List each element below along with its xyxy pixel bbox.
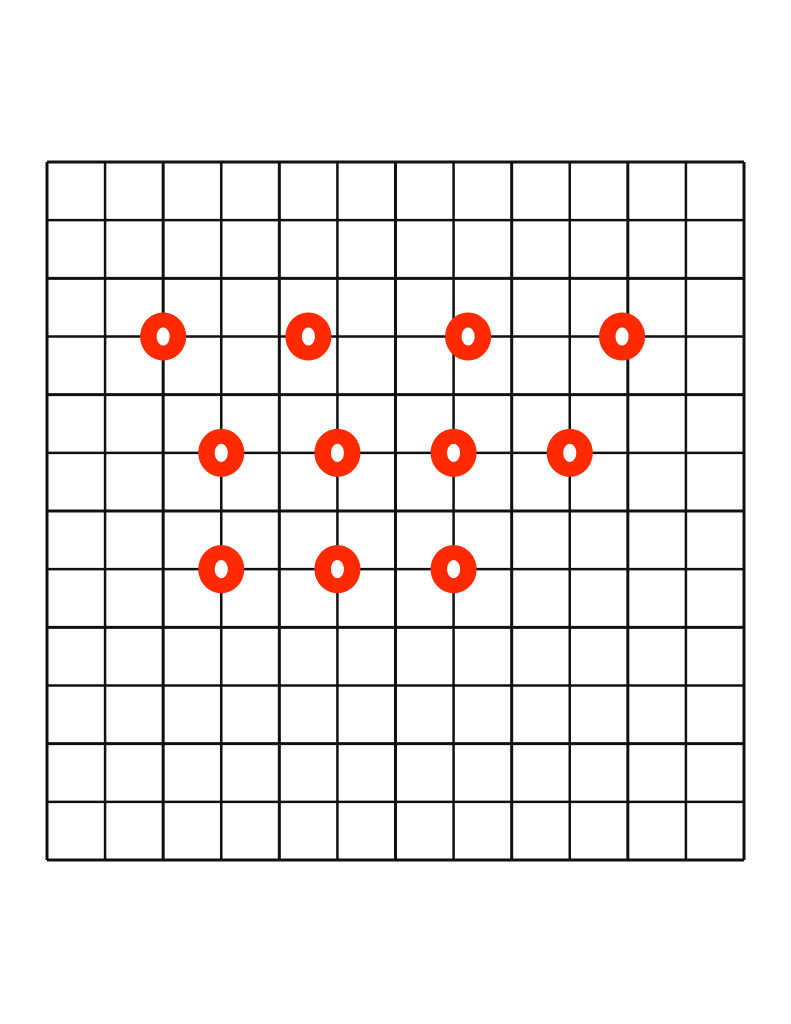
ring-marker bbox=[546, 428, 593, 477]
ring-marker bbox=[285, 312, 332, 361]
ring-marker bbox=[445, 312, 492, 361]
grid-lines bbox=[45, 160, 746, 862]
ring-marker bbox=[140, 312, 187, 361]
ring-marker bbox=[430, 545, 477, 594]
ring-marker bbox=[430, 428, 477, 477]
markers-layer bbox=[140, 312, 646, 594]
ring-marker bbox=[198, 545, 245, 594]
ring-marker bbox=[314, 428, 361, 477]
ring-marker bbox=[314, 545, 361, 594]
ring-marker bbox=[198, 428, 245, 477]
ring-marker bbox=[599, 312, 646, 361]
